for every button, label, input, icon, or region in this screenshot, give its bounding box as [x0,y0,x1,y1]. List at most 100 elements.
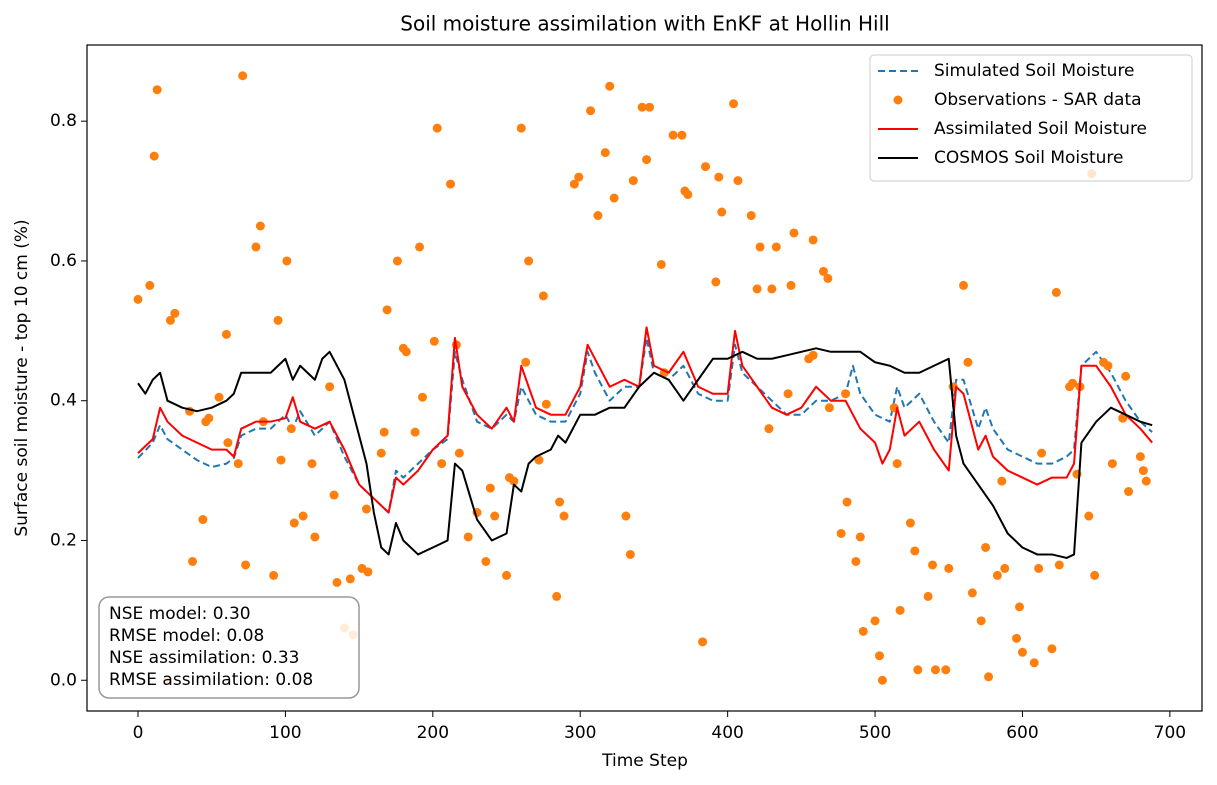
observation-point [149,151,159,161]
y-tick-label: 0.8 [50,111,77,131]
observation-point [332,577,342,587]
observation-point [786,280,796,290]
observation-point [1017,647,1027,657]
observation-point [310,532,320,542]
observation-point [1118,413,1128,423]
x-tick-label: 300 [564,723,596,743]
observation-point [538,291,548,301]
observation-point [463,532,473,542]
observation-point [930,665,940,675]
observation-point [755,242,765,252]
observation-point [289,518,299,528]
observation-point [789,228,799,238]
observation-point [870,616,880,626]
observation-point [717,207,727,217]
observation-point [733,176,743,186]
legend-label: Simulated Soil Moisture [934,61,1135,81]
observation-point [223,438,233,448]
y-tick-label: 0.2 [50,530,77,550]
observation-point [628,176,638,186]
x-tick-label: 500 [859,723,891,743]
observation-point [1029,658,1039,668]
observation-point [165,315,175,325]
observation-point [808,350,818,360]
observation-point [1107,459,1117,469]
observation-point [490,511,500,521]
observation-point [325,382,335,392]
observation-point [642,155,652,165]
observation-point [808,235,818,245]
observation-point [621,511,631,521]
observation-point [711,277,721,287]
observation-point [1047,644,1057,654]
observation-point [746,211,756,221]
series-line [137,347,1153,559]
observation-point [282,256,292,266]
observation-point [152,85,162,95]
chart-title: Soil moisture assimilation with EnKF at … [400,12,889,36]
observation-point [534,455,544,465]
x-axis-label: Time Step [601,751,688,771]
observation-point [204,413,214,423]
series-line [137,326,1153,514]
observation-point [363,567,373,577]
observation-point [729,99,739,109]
legend-label: COSMOS Soil Moisture [934,148,1124,168]
x-tick-label: 100 [269,723,301,743]
observation-point [1135,452,1145,462]
y-tick-label: 0.6 [50,251,77,271]
observation-point [851,556,861,566]
observation-point [997,476,1007,486]
observation-point [485,483,495,493]
observation-point [446,179,456,189]
observation-point [1000,563,1010,573]
y-axis-label: Surface soil moisture - top 10 cm (%) [12,219,32,536]
observation-point [764,424,774,434]
observation-point [586,106,596,116]
observation-point [836,528,846,538]
observation-point [677,130,687,140]
observation-point [379,427,389,437]
x-tick-label: 700 [1154,723,1186,743]
observation-point [923,591,933,601]
observation-point [984,672,994,682]
observation-point [429,336,439,346]
observation-point [273,315,283,325]
observation-point [824,403,834,413]
observation-point [555,497,565,507]
observation-point [944,563,954,573]
legend-box [869,54,1193,182]
observation-point [410,427,420,437]
observation-point [981,542,991,552]
observation-point [1015,602,1025,612]
observation-point [437,459,447,469]
observation-point [432,123,442,133]
observation-point [509,476,519,486]
observation-point [783,389,793,399]
observation-point [524,256,534,266]
observation-point [502,570,512,580]
observation-point [251,242,261,252]
observation-point [668,130,678,140]
observation-point [198,515,208,525]
observation-point [221,329,231,339]
observation-point [1084,511,1094,521]
observation-point [905,518,915,528]
observation-point [913,665,923,675]
observation-point [214,392,224,402]
observation-point [818,266,828,276]
observation-point [992,570,1002,580]
observation-point [415,242,425,252]
legend-label: Observations - SAR data [934,90,1142,110]
observation-point [454,448,464,458]
observation-point [874,651,884,661]
observation-point [625,549,635,559]
observation-point [941,665,951,675]
stats-box [98,596,360,699]
observation-point [238,71,248,81]
observation-point [516,123,526,133]
observation-point [269,570,279,580]
observation-point [1090,570,1100,580]
observation-point [170,308,180,318]
